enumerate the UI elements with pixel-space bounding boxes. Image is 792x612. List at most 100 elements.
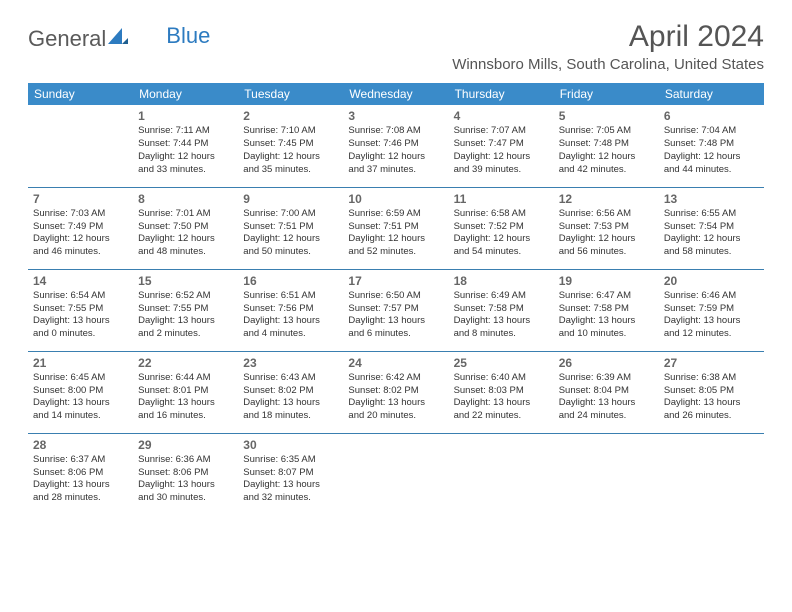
calendar-week-row: 7Sunrise: 7:03 AMSunset: 7:49 PMDaylight… bbox=[28, 187, 764, 269]
day-number: 28 bbox=[33, 437, 128, 453]
day-number: 25 bbox=[454, 355, 549, 371]
day-number: 1 bbox=[138, 108, 233, 124]
day-detail-sunset: Sunset: 8:04 PM bbox=[559, 385, 654, 398]
day-detail-dl1: Daylight: 12 hours bbox=[243, 151, 338, 164]
day-detail-sunset: Sunset: 7:47 PM bbox=[454, 138, 549, 151]
calendar-body: 1Sunrise: 7:11 AMSunset: 7:44 PMDaylight… bbox=[28, 105, 764, 515]
day-detail-sunrise: Sunrise: 6:54 AM bbox=[33, 290, 128, 303]
day-detail-dl1: Daylight: 12 hours bbox=[243, 233, 338, 246]
calendar-week-row: 1Sunrise: 7:11 AMSunset: 7:44 PMDaylight… bbox=[28, 105, 764, 187]
day-detail-dl2: and 50 minutes. bbox=[243, 246, 338, 259]
logo-sail-icon bbox=[108, 26, 128, 52]
day-detail-sunset: Sunset: 8:02 PM bbox=[243, 385, 338, 398]
day-number: 5 bbox=[559, 108, 654, 124]
day-detail-dl2: and 16 minutes. bbox=[138, 410, 233, 423]
day-detail-sunset: Sunset: 8:06 PM bbox=[33, 467, 128, 480]
day-number: 4 bbox=[454, 108, 549, 124]
day-detail-sunset: Sunset: 7:45 PM bbox=[243, 138, 338, 151]
calendar-day-cell: 9Sunrise: 7:00 AMSunset: 7:51 PMDaylight… bbox=[238, 187, 343, 269]
day-detail-sunset: Sunset: 7:51 PM bbox=[348, 221, 443, 234]
day-number: 29 bbox=[138, 437, 233, 453]
day-detail-dl1: Daylight: 13 hours bbox=[243, 315, 338, 328]
day-detail-dl1: Daylight: 13 hours bbox=[138, 479, 233, 492]
calendar-day-cell: 4Sunrise: 7:07 AMSunset: 7:47 PMDaylight… bbox=[449, 105, 554, 187]
day-detail-dl1: Daylight: 12 hours bbox=[454, 151, 549, 164]
calendar-day-cell: 17Sunrise: 6:50 AMSunset: 7:57 PMDayligh… bbox=[343, 269, 448, 351]
day-detail-sunset: Sunset: 7:44 PM bbox=[138, 138, 233, 151]
day-detail-dl1: Daylight: 12 hours bbox=[559, 151, 654, 164]
day-detail-sunrise: Sunrise: 6:50 AM bbox=[348, 290, 443, 303]
calendar-day-cell bbox=[554, 433, 659, 515]
day-detail-dl1: Daylight: 13 hours bbox=[33, 397, 128, 410]
day-detail-sunset: Sunset: 7:49 PM bbox=[33, 221, 128, 234]
calendar-day-cell: 5Sunrise: 7:05 AMSunset: 7:48 PMDaylight… bbox=[554, 105, 659, 187]
month-title: April 2024 bbox=[452, 20, 764, 54]
day-number: 17 bbox=[348, 273, 443, 289]
day-detail-dl2: and 28 minutes. bbox=[33, 492, 128, 505]
header: General Blue April 2024 Winnsboro Mills,… bbox=[28, 20, 764, 73]
day-detail-dl2: and 32 minutes. bbox=[243, 492, 338, 505]
day-detail-dl2: and 2 minutes. bbox=[138, 328, 233, 341]
calendar-day-cell: 26Sunrise: 6:39 AMSunset: 8:04 PMDayligh… bbox=[554, 351, 659, 433]
day-detail-dl2: and 46 minutes. bbox=[33, 246, 128, 259]
day-detail-sunset: Sunset: 7:51 PM bbox=[243, 221, 338, 234]
day-detail-sunrise: Sunrise: 6:35 AM bbox=[243, 454, 338, 467]
day-detail-sunrise: Sunrise: 6:59 AM bbox=[348, 208, 443, 221]
day-detail-dl1: Daylight: 13 hours bbox=[33, 479, 128, 492]
day-detail-dl2: and 4 minutes. bbox=[243, 328, 338, 341]
day-detail-sunset: Sunset: 8:07 PM bbox=[243, 467, 338, 480]
calendar-week-row: 28Sunrise: 6:37 AMSunset: 8:06 PMDayligh… bbox=[28, 433, 764, 515]
calendar-day-cell: 8Sunrise: 7:01 AMSunset: 7:50 PMDaylight… bbox=[133, 187, 238, 269]
day-detail-dl1: Daylight: 13 hours bbox=[664, 397, 759, 410]
day-detail-dl1: Daylight: 12 hours bbox=[348, 233, 443, 246]
calendar-day-cell: 11Sunrise: 6:58 AMSunset: 7:52 PMDayligh… bbox=[449, 187, 554, 269]
calendar-day-cell: 24Sunrise: 6:42 AMSunset: 8:02 PMDayligh… bbox=[343, 351, 448, 433]
day-detail-dl1: Daylight: 13 hours bbox=[33, 315, 128, 328]
calendar-day-cell: 23Sunrise: 6:43 AMSunset: 8:02 PMDayligh… bbox=[238, 351, 343, 433]
day-detail-dl2: and 52 minutes. bbox=[348, 246, 443, 259]
day-detail-dl1: Daylight: 12 hours bbox=[454, 233, 549, 246]
day-number: 21 bbox=[33, 355, 128, 371]
day-detail-dl2: and 24 minutes. bbox=[559, 410, 654, 423]
day-detail-dl2: and 33 minutes. bbox=[138, 164, 233, 177]
calendar-week-row: 21Sunrise: 6:45 AMSunset: 8:00 PMDayligh… bbox=[28, 351, 764, 433]
day-detail-sunset: Sunset: 8:00 PM bbox=[33, 385, 128, 398]
day-detail-dl2: and 0 minutes. bbox=[33, 328, 128, 341]
weekday-header: Wednesday bbox=[343, 83, 448, 105]
day-detail-sunset: Sunset: 7:50 PM bbox=[138, 221, 233, 234]
day-detail-sunrise: Sunrise: 6:58 AM bbox=[454, 208, 549, 221]
day-number: 14 bbox=[33, 273, 128, 289]
day-detail-dl1: Daylight: 12 hours bbox=[664, 233, 759, 246]
day-number: 10 bbox=[348, 191, 443, 207]
day-detail-dl1: Daylight: 13 hours bbox=[138, 315, 233, 328]
day-detail-sunrise: Sunrise: 6:46 AM bbox=[664, 290, 759, 303]
day-detail-dl2: and 30 minutes. bbox=[138, 492, 233, 505]
day-detail-sunrise: Sunrise: 6:51 AM bbox=[243, 290, 338, 303]
day-detail-sunset: Sunset: 7:53 PM bbox=[559, 221, 654, 234]
day-detail-sunrise: Sunrise: 7:11 AM bbox=[138, 125, 233, 138]
day-detail-dl2: and 6 minutes. bbox=[348, 328, 443, 341]
day-detail-dl2: and 56 minutes. bbox=[559, 246, 654, 259]
day-detail-dl1: Daylight: 12 hours bbox=[138, 151, 233, 164]
calendar-day-cell: 19Sunrise: 6:47 AMSunset: 7:58 PMDayligh… bbox=[554, 269, 659, 351]
day-detail-sunrise: Sunrise: 6:43 AM bbox=[243, 372, 338, 385]
day-detail-sunrise: Sunrise: 6:42 AM bbox=[348, 372, 443, 385]
day-number: 2 bbox=[243, 108, 338, 124]
calendar-day-cell: 18Sunrise: 6:49 AMSunset: 7:58 PMDayligh… bbox=[449, 269, 554, 351]
day-detail-dl2: and 35 minutes. bbox=[243, 164, 338, 177]
logo-text-1: General bbox=[28, 26, 106, 52]
day-detail-dl2: and 54 minutes. bbox=[454, 246, 549, 259]
weekday-header: Saturday bbox=[659, 83, 764, 105]
day-detail-sunrise: Sunrise: 7:04 AM bbox=[664, 125, 759, 138]
day-detail-sunset: Sunset: 7:46 PM bbox=[348, 138, 443, 151]
day-number: 3 bbox=[348, 108, 443, 124]
day-detail-sunset: Sunset: 7:48 PM bbox=[664, 138, 759, 151]
day-detail-dl2: and 14 minutes. bbox=[33, 410, 128, 423]
calendar-day-cell: 15Sunrise: 6:52 AMSunset: 7:55 PMDayligh… bbox=[133, 269, 238, 351]
day-detail-dl1: Daylight: 13 hours bbox=[559, 397, 654, 410]
day-number: 20 bbox=[664, 273, 759, 289]
calendar-day-cell: 22Sunrise: 6:44 AMSunset: 8:01 PMDayligh… bbox=[133, 351, 238, 433]
day-detail-dl2: and 20 minutes. bbox=[348, 410, 443, 423]
day-detail-sunrise: Sunrise: 7:01 AM bbox=[138, 208, 233, 221]
day-detail-dl1: Daylight: 13 hours bbox=[243, 479, 338, 492]
